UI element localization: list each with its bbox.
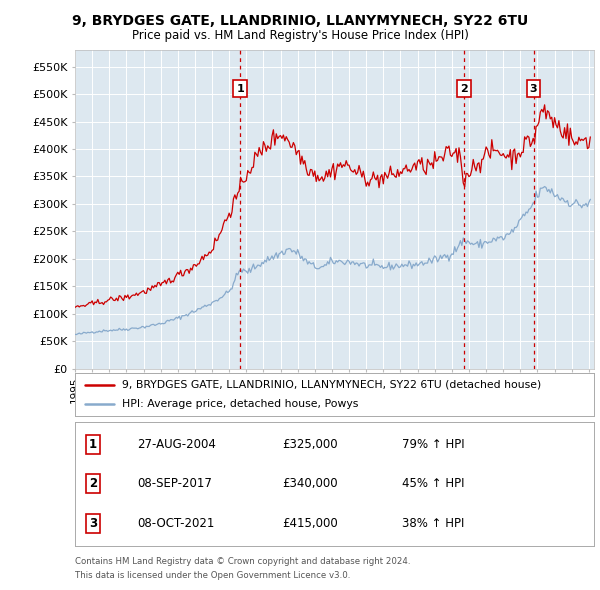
Text: This data is licensed under the Open Government Licence v3.0.: This data is licensed under the Open Gov… xyxy=(75,571,350,580)
Text: 2: 2 xyxy=(460,84,467,94)
Text: 45% ↑ HPI: 45% ↑ HPI xyxy=(402,477,464,490)
Text: £325,000: £325,000 xyxy=(283,438,338,451)
Text: 1: 1 xyxy=(89,438,97,451)
Text: HPI: Average price, detached house, Powys: HPI: Average price, detached house, Powy… xyxy=(122,399,358,409)
Text: 08-SEP-2017: 08-SEP-2017 xyxy=(137,477,212,490)
Text: Contains HM Land Registry data © Crown copyright and database right 2024.: Contains HM Land Registry data © Crown c… xyxy=(75,557,410,566)
Text: 1: 1 xyxy=(236,84,244,94)
Text: 38% ↑ HPI: 38% ↑ HPI xyxy=(402,517,464,530)
Text: £415,000: £415,000 xyxy=(283,517,338,530)
Text: 08-OCT-2021: 08-OCT-2021 xyxy=(137,517,215,530)
Text: £340,000: £340,000 xyxy=(283,477,338,490)
Text: Price paid vs. HM Land Registry's House Price Index (HPI): Price paid vs. HM Land Registry's House … xyxy=(131,29,469,42)
Text: 9, BRYDGES GATE, LLANDRINIO, LLANYMYNECH, SY22 6TU: 9, BRYDGES GATE, LLANDRINIO, LLANYMYNECH… xyxy=(72,14,528,28)
Text: 27-AUG-2004: 27-AUG-2004 xyxy=(137,438,216,451)
Text: 3: 3 xyxy=(530,84,538,94)
Text: 9, BRYDGES GATE, LLANDRINIO, LLANYMYNECH, SY22 6TU (detached house): 9, BRYDGES GATE, LLANDRINIO, LLANYMYNECH… xyxy=(122,380,541,390)
Text: 2: 2 xyxy=(89,477,97,490)
Text: 79% ↑ HPI: 79% ↑ HPI xyxy=(402,438,464,451)
Text: 3: 3 xyxy=(89,517,97,530)
